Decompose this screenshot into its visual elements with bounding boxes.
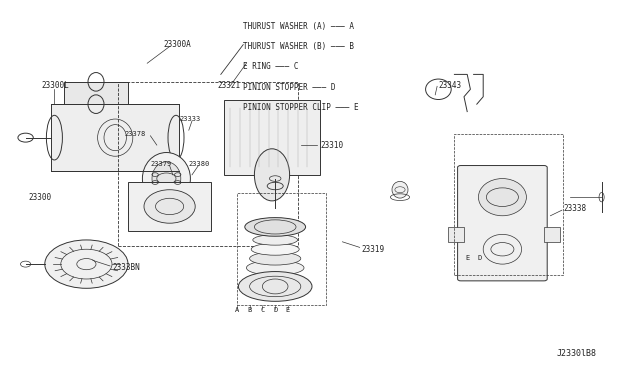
Text: D: D xyxy=(273,308,277,314)
Text: A: A xyxy=(235,308,239,314)
Bar xyxy=(544,227,560,242)
Bar xyxy=(448,227,464,242)
Ellipse shape xyxy=(152,162,181,195)
Text: 23321: 23321 xyxy=(218,81,241,90)
Circle shape xyxy=(45,240,128,288)
Text: J2330lB8: J2330lB8 xyxy=(557,349,596,358)
Bar xyxy=(224,100,320,175)
Text: E: E xyxy=(465,256,469,262)
Text: C: C xyxy=(260,308,264,314)
Text: THURUST WASHER (B) ——— B: THURUST WASHER (B) ——— B xyxy=(243,42,354,51)
Ellipse shape xyxy=(244,218,306,236)
Text: 23379: 23379 xyxy=(150,161,172,167)
Ellipse shape xyxy=(238,272,312,301)
FancyBboxPatch shape xyxy=(458,166,547,281)
Ellipse shape xyxy=(255,149,290,201)
Text: E RING ——— C: E RING ——— C xyxy=(243,62,299,71)
Text: 23333: 23333 xyxy=(179,116,200,122)
Ellipse shape xyxy=(255,104,290,171)
Text: 23338: 23338 xyxy=(563,204,586,213)
Text: E: E xyxy=(286,308,290,314)
Text: B: B xyxy=(248,308,252,314)
Bar xyxy=(128,182,211,231)
Bar xyxy=(237,193,326,305)
Ellipse shape xyxy=(246,260,304,275)
Text: 2333BN: 2333BN xyxy=(112,263,140,272)
Text: 23378: 23378 xyxy=(125,131,146,137)
Ellipse shape xyxy=(86,117,112,166)
Ellipse shape xyxy=(144,190,195,223)
Bar xyxy=(454,134,563,275)
Bar xyxy=(118,82,298,246)
Text: PINION STOPPER CLIP ——— E: PINION STOPPER CLIP ——— E xyxy=(243,103,359,112)
Ellipse shape xyxy=(143,153,191,205)
Text: 23319: 23319 xyxy=(362,245,385,254)
Text: 23380: 23380 xyxy=(189,161,210,167)
Text: D: D xyxy=(478,256,482,262)
Ellipse shape xyxy=(138,117,163,166)
Text: 23310: 23310 xyxy=(320,141,343,150)
Ellipse shape xyxy=(251,243,300,255)
Ellipse shape xyxy=(479,179,527,216)
Ellipse shape xyxy=(253,235,298,245)
Text: 23300L: 23300L xyxy=(42,81,69,90)
Text: PINION STOPPER ——— D: PINION STOPPER ——— D xyxy=(243,83,336,92)
Bar xyxy=(51,104,179,171)
Ellipse shape xyxy=(392,182,408,198)
Text: 23300A: 23300A xyxy=(163,40,191,49)
Ellipse shape xyxy=(250,252,301,265)
Bar xyxy=(64,82,128,104)
Text: THURUST WASHER (A) ——— A: THURUST WASHER (A) ——— A xyxy=(243,22,354,31)
Text: 23300: 23300 xyxy=(29,193,52,202)
Text: 23343: 23343 xyxy=(438,81,461,90)
